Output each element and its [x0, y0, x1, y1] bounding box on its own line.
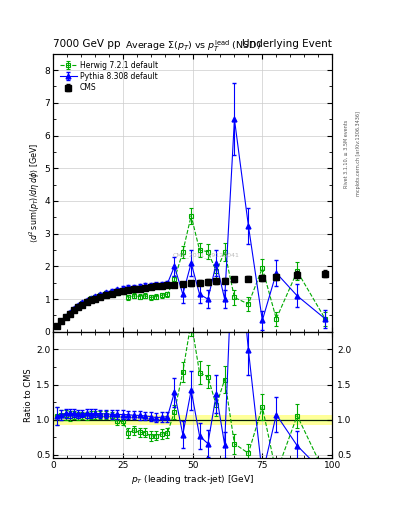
- Text: CMS_2011_S9120041: CMS_2011_S9120041: [173, 253, 240, 259]
- Y-axis label: Ratio to CMS: Ratio to CMS: [24, 368, 33, 422]
- Title: Average $\Sigma(p_T)$ vs $p_T^{\mathrm{lead}}$ (NSD): Average $\Sigma(p_T)$ vs $p_T^{\mathrm{l…: [125, 38, 261, 54]
- X-axis label: $p_T$ (leading track-jet) [GeV]: $p_T$ (leading track-jet) [GeV]: [131, 473, 254, 486]
- Y-axis label: $\langle d^2\,\mathrm{sum}(p_T)/d\eta\,d\phi\rangle$ [GeV]: $\langle d^2\,\mathrm{sum}(p_T)/d\eta\,d…: [28, 143, 42, 243]
- Text: mcplots.cern.ch [arXiv:1306.3436]: mcplots.cern.ch [arXiv:1306.3436]: [356, 111, 361, 196]
- Text: Underlying Event: Underlying Event: [242, 38, 332, 49]
- Text: Rivet 3.1.10, ≥ 3.5M events: Rivet 3.1.10, ≥ 3.5M events: [344, 119, 349, 188]
- Bar: [53, 415, 332, 424]
- Legend: Herwig 7.2.1 default, Pythia 8.308 default, CMS: Herwig 7.2.1 default, Pythia 8.308 defau…: [57, 57, 161, 95]
- Text: 7000 GeV pp: 7000 GeV pp: [53, 38, 121, 49]
